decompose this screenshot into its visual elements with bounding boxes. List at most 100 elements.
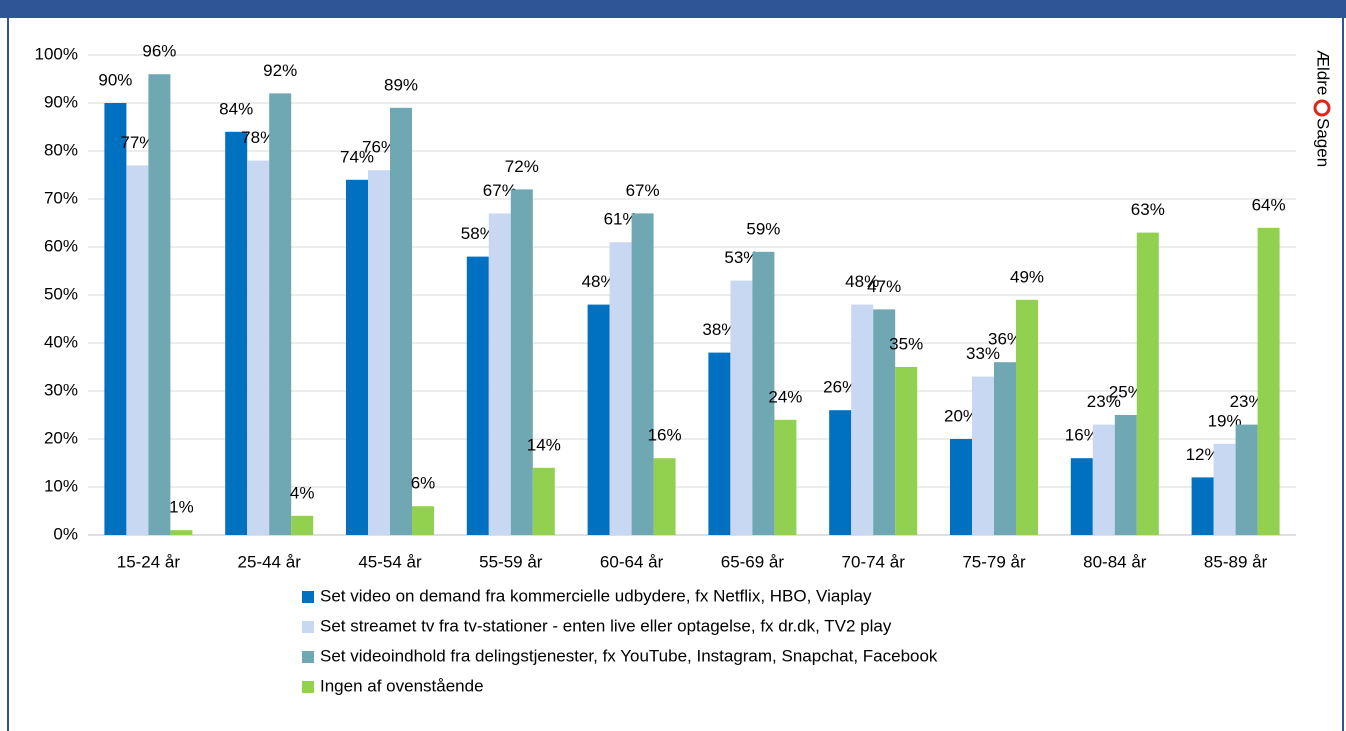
bar (1191, 477, 1214, 535)
bar (730, 280, 753, 535)
data-label: 76% (362, 138, 396, 157)
legend-swatch (302, 681, 314, 693)
data-label: 72% (505, 157, 539, 176)
legend-swatch (302, 651, 314, 663)
bar (609, 242, 632, 535)
bar (587, 304, 610, 535)
y-tick-label: 100% (35, 44, 78, 63)
legend-label: Set video on demand fra kommercielle udb… (320, 586, 872, 605)
y-tick-label: 50% (44, 284, 78, 303)
bar (950, 439, 972, 535)
data-label: 35% (889, 334, 923, 353)
bar (1070, 458, 1093, 535)
data-label: 61% (604, 210, 638, 229)
bar (1114, 415, 1137, 535)
bar (631, 213, 654, 535)
data-label: 16% (1065, 426, 1099, 445)
logo-icon (1313, 99, 1331, 117)
data-label: 20% (944, 406, 978, 425)
header-band (0, 0, 1346, 18)
bar (895, 367, 918, 535)
bar (873, 309, 896, 535)
y-tick-label: 10% (44, 476, 78, 495)
legend-label: Set videoindhold fra delingstjenester, f… (320, 646, 938, 665)
data-label: 48% (845, 272, 879, 291)
data-label: 49% (1010, 267, 1044, 286)
data-label: 59% (746, 219, 780, 238)
bar (346, 179, 368, 536)
bar (466, 256, 489, 535)
data-label: 92% (263, 61, 297, 80)
y-tick-label: 40% (44, 332, 78, 351)
bar (774, 419, 797, 535)
data-label: 64% (1252, 195, 1286, 214)
data-label: 26% (823, 378, 857, 397)
bar (225, 131, 248, 536)
bar (829, 410, 852, 535)
x-tick-label: 65-69 år (721, 552, 785, 571)
data-label: 63% (1131, 200, 1165, 219)
bar (148, 74, 171, 535)
data-label: 96% (142, 42, 176, 61)
data-label: 38% (702, 320, 736, 339)
legend-swatch (302, 621, 314, 633)
data-label: 19% (1208, 411, 1242, 430)
bar (1257, 227, 1280, 536)
bar (510, 189, 533, 535)
y-tick-label: 90% (44, 92, 78, 111)
bar (247, 160, 270, 535)
y-tick-label: 70% (44, 188, 78, 207)
data-label: 6% (411, 474, 436, 493)
data-label: 53% (724, 248, 758, 267)
bar (488, 213, 511, 535)
bar (368, 170, 390, 535)
data-label: 48% (582, 272, 616, 291)
data-label: 89% (384, 75, 418, 94)
bar (532, 467, 555, 535)
bar (653, 458, 676, 535)
bar (1235, 424, 1258, 535)
y-tick-label: 80% (44, 140, 78, 159)
x-tick-label: 60-64 år (600, 552, 664, 571)
bar (708, 352, 731, 535)
x-tick-label: 85-89 år (1204, 552, 1268, 571)
data-label: 14% (527, 435, 561, 454)
bar (126, 165, 149, 535)
data-label: 4% (290, 483, 315, 502)
y-tick-label: 60% (44, 236, 78, 255)
data-label: 16% (648, 426, 682, 445)
data-label: 47% (867, 277, 901, 296)
data-label: 36% (988, 330, 1022, 349)
bar (390, 107, 412, 536)
bar (1016, 299, 1038, 535)
legend-swatch (302, 591, 314, 603)
bar (752, 251, 775, 536)
data-label: 78% (241, 128, 275, 147)
bar (994, 362, 1016, 535)
bar (170, 530, 193, 535)
y-tick-label: 20% (44, 428, 78, 447)
x-tick-label: 25-44 år (238, 552, 302, 571)
data-label: 23% (1230, 392, 1264, 411)
data-label: 67% (626, 181, 660, 200)
logo: Ældre Sagen (1313, 50, 1333, 167)
logo-text: Sagen (1314, 118, 1333, 167)
logo-text: Ældre (1314, 50, 1333, 95)
data-label: 90% (98, 70, 132, 89)
x-tick-label: 70-74 år (842, 552, 906, 571)
bar (1136, 232, 1159, 535)
x-tick-label: 15-24 år (117, 552, 181, 571)
data-label: 24% (768, 387, 802, 406)
bar (291, 515, 314, 535)
data-label: 25% (1109, 382, 1143, 401)
legend-label: Ingen af ovenstående (320, 676, 484, 695)
legend-label: Set streamet tv fra tv-stationer - enten… (320, 616, 892, 635)
data-label: 84% (219, 99, 253, 118)
data-label: 74% (340, 147, 374, 166)
data-label: 58% (461, 224, 495, 243)
bar (412, 506, 434, 535)
y-tick-label: 30% (44, 380, 78, 399)
bar (269, 93, 292, 536)
x-tick-label: 80-84 år (1083, 552, 1147, 571)
